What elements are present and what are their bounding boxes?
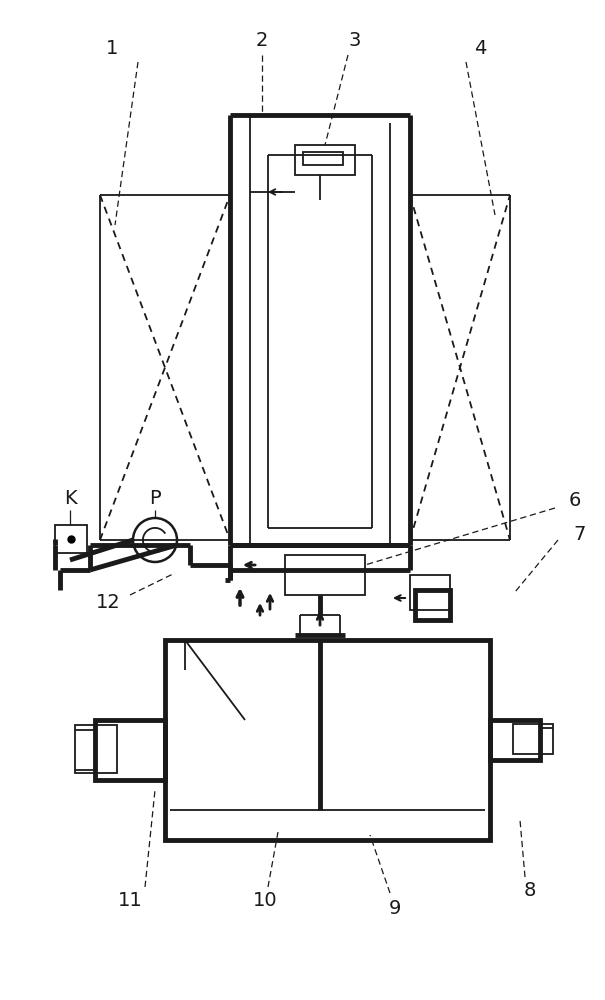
Bar	[295, 145, 355, 175]
Text: 11: 11	[117, 890, 142, 910]
Bar	[165, 640, 490, 840]
Bar	[285, 555, 365, 595]
Bar	[490, 720, 540, 760]
Text: 7: 7	[574, 526, 586, 544]
Bar	[410, 575, 450, 610]
Text: 4: 4	[474, 38, 486, 57]
Bar	[513, 724, 553, 754]
Bar	[95, 720, 165, 780]
Bar	[415, 590, 450, 620]
Text: 12: 12	[96, 592, 120, 611]
Bar	[55, 525, 87, 553]
Text: 3: 3	[349, 30, 361, 49]
Text: 6: 6	[569, 490, 581, 510]
Text: 8: 8	[524, 880, 536, 900]
Text: P: P	[149, 488, 161, 508]
Text: K: K	[64, 488, 76, 508]
Text: 9: 9	[389, 898, 401, 918]
Bar	[75, 725, 117, 773]
Text: 1: 1	[106, 38, 118, 57]
Bar	[303, 152, 343, 165]
Text: 10: 10	[253, 890, 277, 910]
Text: 2: 2	[256, 30, 268, 49]
